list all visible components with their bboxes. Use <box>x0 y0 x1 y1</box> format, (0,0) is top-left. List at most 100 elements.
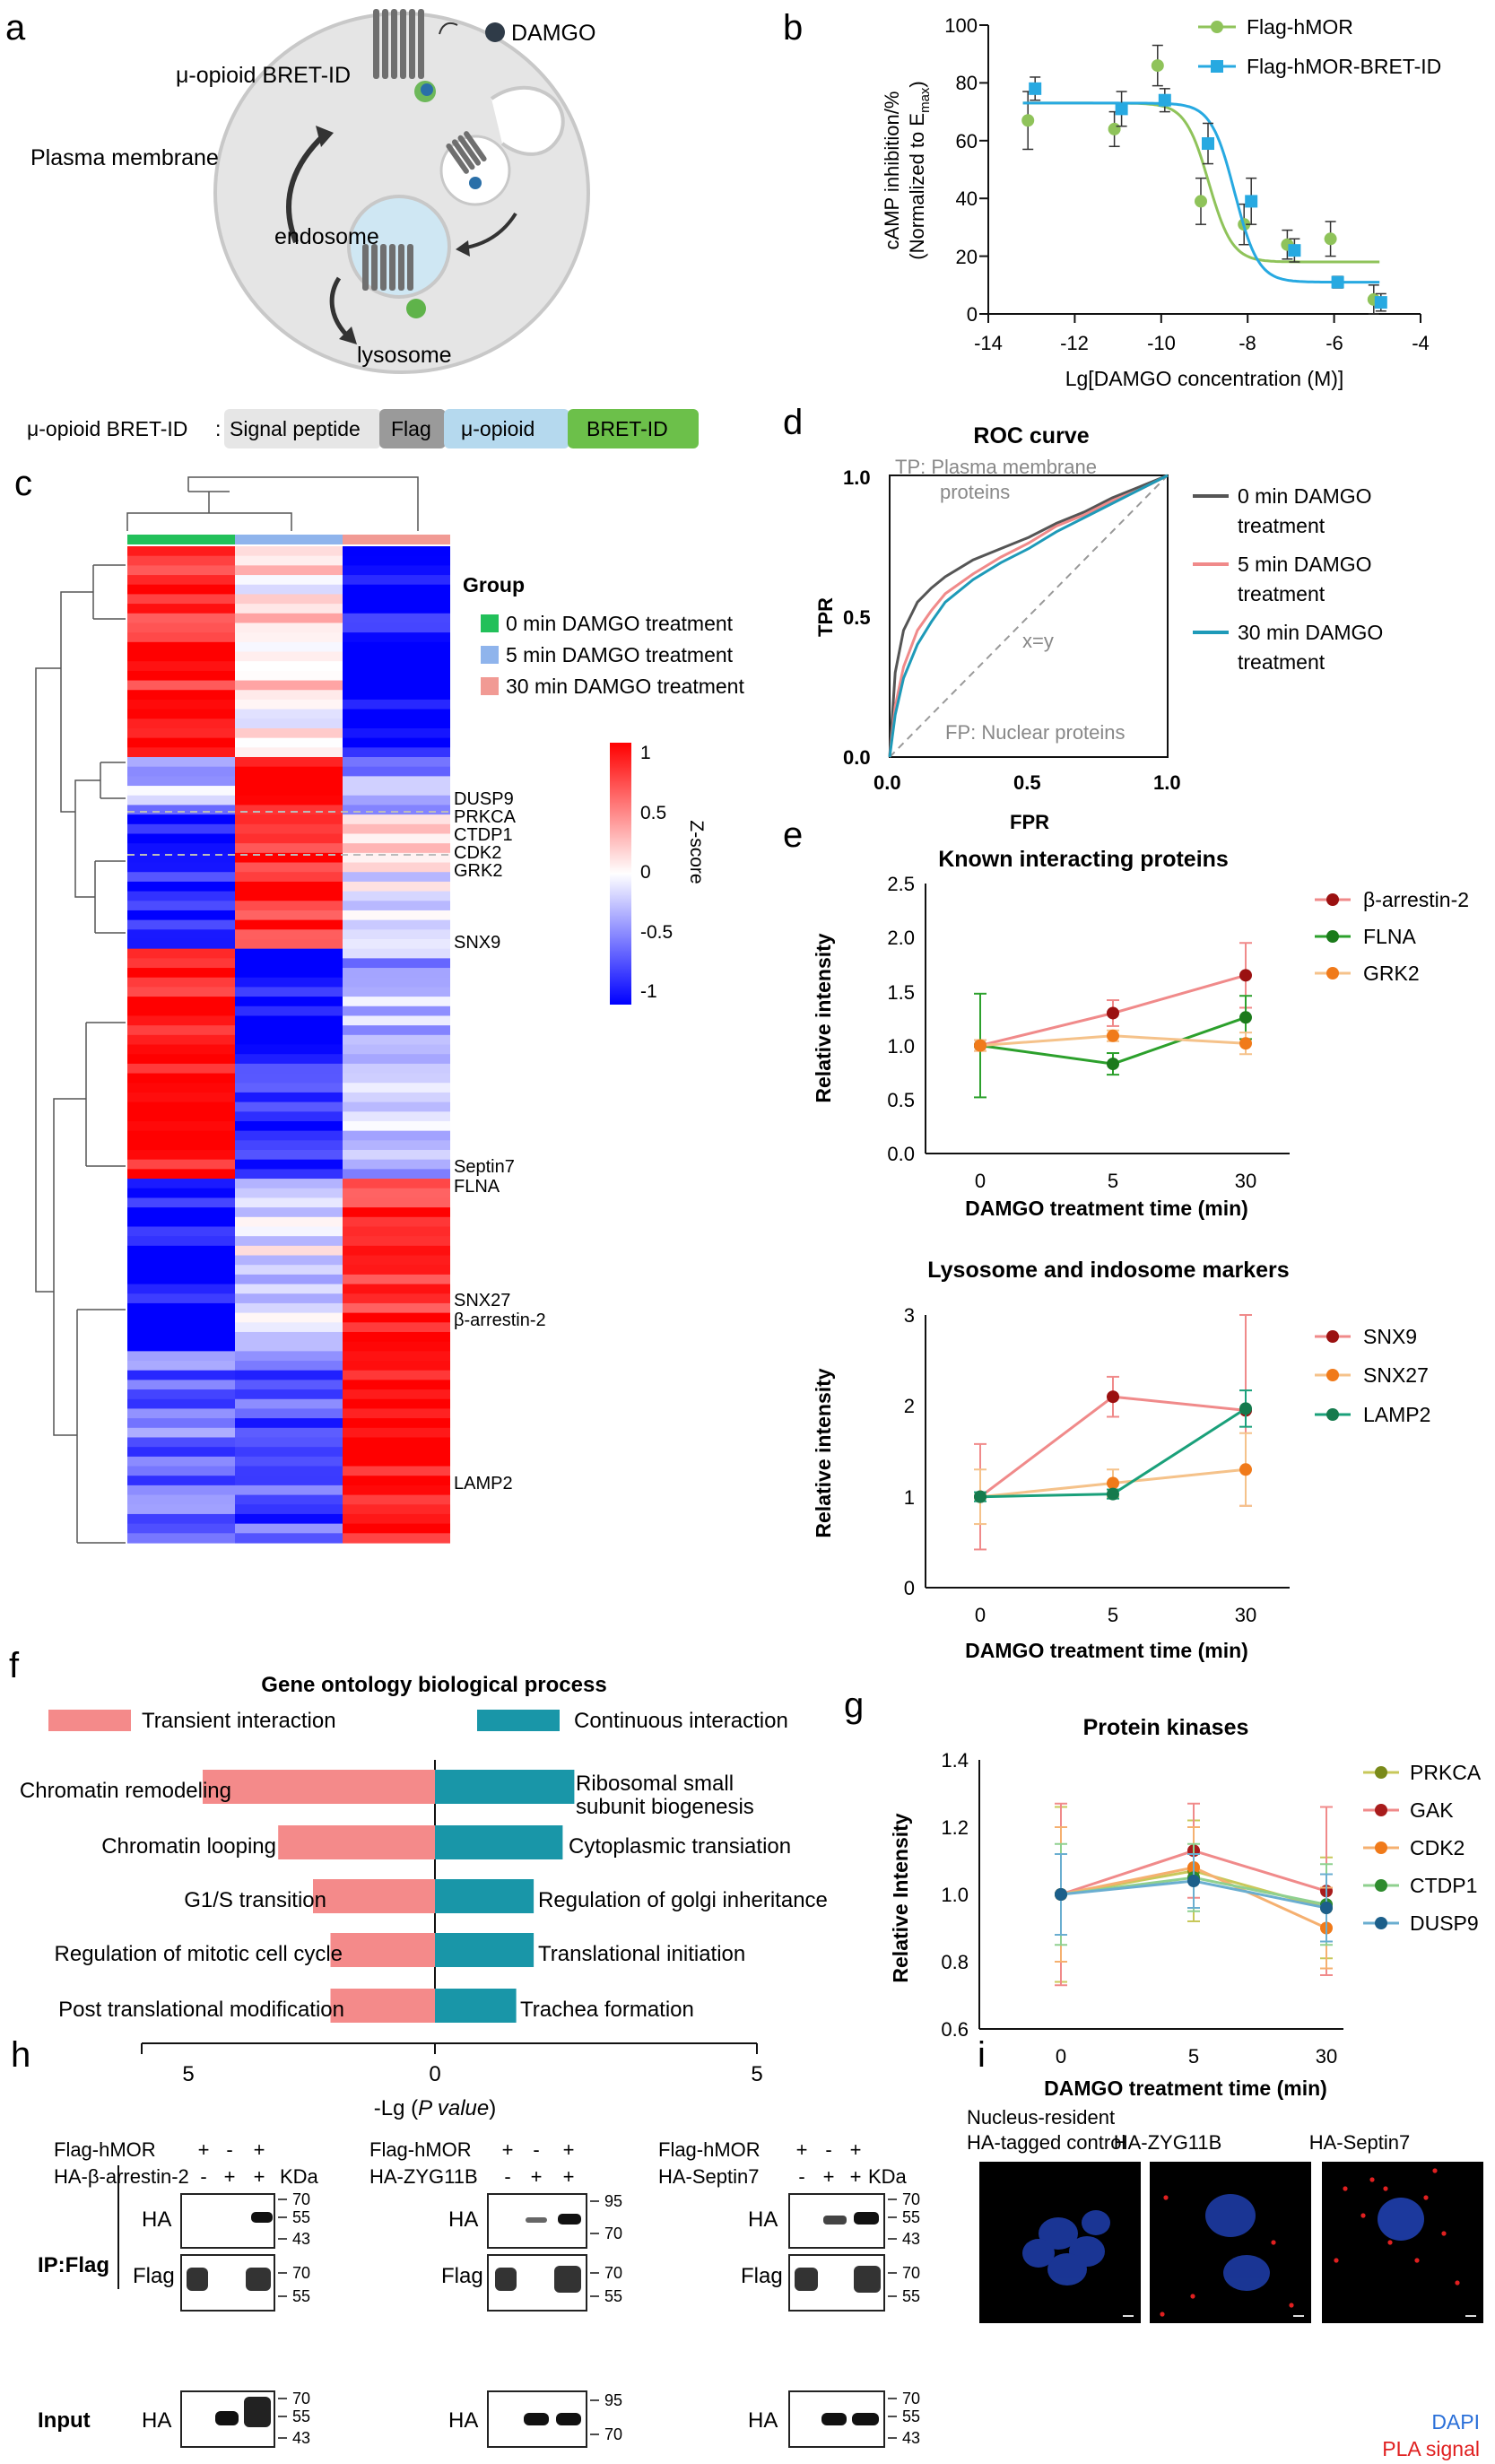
column-bar-5min <box>235 535 343 544</box>
heatmap-cell <box>343 546 450 557</box>
roc-fp: FP: Nuclear proteins <box>945 721 1126 744</box>
pla-dot <box>1160 2312 1165 2317</box>
heatmap-cell <box>235 670 343 682</box>
f-bar-transient <box>203 1770 435 1804</box>
heatmap-cell <box>235 709 343 719</box>
heatmap-cell <box>235 872 343 883</box>
heatmap-cell <box>127 1159 235 1170</box>
heatmap-cell <box>343 1513 450 1525</box>
heatmap-cell <box>343 1120 450 1132</box>
e-bottom-xticks: 0 5 30 <box>975 1604 1256 1626</box>
heatmap-cell <box>127 1083 235 1093</box>
heatmap-cell <box>127 1236 235 1247</box>
heatmap-cell <box>127 1398 235 1410</box>
heatmap-cell <box>343 1188 450 1199</box>
marker: 55 <box>902 2208 920 2226</box>
heatmap-cell <box>127 1447 235 1458</box>
heatmap-cell <box>127 1207 235 1218</box>
heatmap-cell <box>235 1513 343 1525</box>
nuclei-zyg11b <box>1205 2194 1270 2291</box>
e-bottom-yticks: 0 1 2 3 <box>904 1304 915 1599</box>
z-tick: 1 <box>640 743 651 763</box>
b-ylabel-2b: max <box>917 87 933 113</box>
heatmap-cell <box>343 1015 450 1026</box>
heatmap-cell <box>127 1265 235 1276</box>
e-top-legend-dot <box>1326 967 1339 980</box>
heatmap-cell <box>343 823 450 835</box>
group-legend-swatch-1 <box>481 646 499 664</box>
b-xtick: -14 <box>974 332 1003 354</box>
blot-2-flag: Flag <box>441 2264 483 2288</box>
marker: 43 <box>902 2230 920 2248</box>
e-bottom-point <box>1239 1402 1252 1415</box>
heatmap-cell <box>127 919 235 930</box>
roc-legend-1a: 0 min DAMGO <box>1238 484 1372 508</box>
heatmap-cell <box>343 641 450 653</box>
marker: 70 <box>902 2390 920 2407</box>
e-top-ytick: 0.0 <box>887 1143 915 1165</box>
heatmap-cell <box>343 1427 450 1439</box>
heatmap-cell <box>127 823 235 835</box>
heatmap-cell <box>343 1197 450 1208</box>
heatmap-cell <box>235 1370 343 1380</box>
roc-legend-3b: treatment <box>1238 650 1326 674</box>
f-right-term: Cytoplasmic transiation <box>569 1834 791 1859</box>
roc-frame <box>889 475 1169 758</box>
heatmap-cell <box>127 604 235 614</box>
construct-colon: : <box>215 417 221 440</box>
heatmap-cell <box>343 987 450 997</box>
e-bottom-xtick: 5 <box>1108 1604 1118 1626</box>
blot-1-signs: + - + - + + <box>198 2138 265 2188</box>
g-legend-dot <box>1375 1879 1387 1892</box>
heatmap-cell <box>235 1159 343 1170</box>
group-legend-item: 5 min DAMGO treatment <box>506 643 734 666</box>
b-point-flag-hmor <box>1108 122 1121 135</box>
heatmap-cell <box>235 1073 343 1084</box>
heatmap-cell <box>343 1216 450 1228</box>
marker: 55 <box>902 2407 920 2425</box>
b-ylabel-1: cAMP inhibition/% <box>881 91 903 250</box>
heatmap-cell <box>343 1236 450 1247</box>
panel-f-go: Gene ontology biological process Transie… <box>20 1673 828 2120</box>
heatmap-cell <box>127 1456 235 1467</box>
heatmap-cell <box>343 872 450 883</box>
panel-b-tickmarks <box>979 24 1421 323</box>
heatmap-cell <box>127 1302 235 1314</box>
blot-3-input-ha: HA <box>748 2408 778 2433</box>
b-point-flag-hmor-bret-id <box>1331 275 1344 289</box>
heatmap-cell <box>235 1504 343 1515</box>
heatmap-cell <box>343 1169 450 1180</box>
heatmap-cell <box>235 1092 343 1103</box>
heatmap-cell <box>343 938 450 950</box>
pla-dot <box>1414 2258 1420 2263</box>
g-xtick: 0 <box>1056 2045 1066 2068</box>
roc-ytick: 0.0 <box>843 746 871 769</box>
heatmap-cell <box>235 1331 343 1343</box>
f-bar-transient <box>278 1825 435 1859</box>
heatmap-cell <box>127 958 235 969</box>
marker: 55 <box>292 2208 310 2226</box>
construct-bar: μ-opioid BRET-ID : Signal peptide Flag μ… <box>27 409 699 448</box>
heatmap-cell <box>235 1466 343 1476</box>
heatmap-cell <box>235 1236 343 1247</box>
b-ytick: 60 <box>956 130 978 152</box>
heatmap-cell <box>235 1207 343 1218</box>
f-tickmarks <box>141 2043 758 2054</box>
roc-legend-2b: treatment <box>1238 582 1326 605</box>
g-legend-dot <box>1375 1841 1387 1854</box>
e-top-legend-item: GRK2 <box>1363 962 1420 985</box>
pla-dot <box>1360 2213 1366 2218</box>
heatmap-cell <box>235 881 343 892</box>
column-bar-0min <box>127 535 235 544</box>
heatmap-cell <box>127 1216 235 1228</box>
roc-tp-1: TP: Plasma membrane <box>895 456 1097 478</box>
heatmap-cell <box>127 1111 235 1122</box>
heatmap-cell <box>343 565 450 576</box>
blot-2-input-band-2 <box>524 2413 549 2425</box>
heatmap-cell <box>127 872 235 883</box>
heatmap-cell <box>235 1255 343 1266</box>
heatmap-cell <box>127 833 235 844</box>
heatmap-cell <box>127 814 235 825</box>
g-ytick: 1.2 <box>941 1816 969 1839</box>
panel-c-heatmap: DUSP9 PRKCA CTDP1 CDK2 GRK2 SNX9 Septin7… <box>35 476 744 1544</box>
